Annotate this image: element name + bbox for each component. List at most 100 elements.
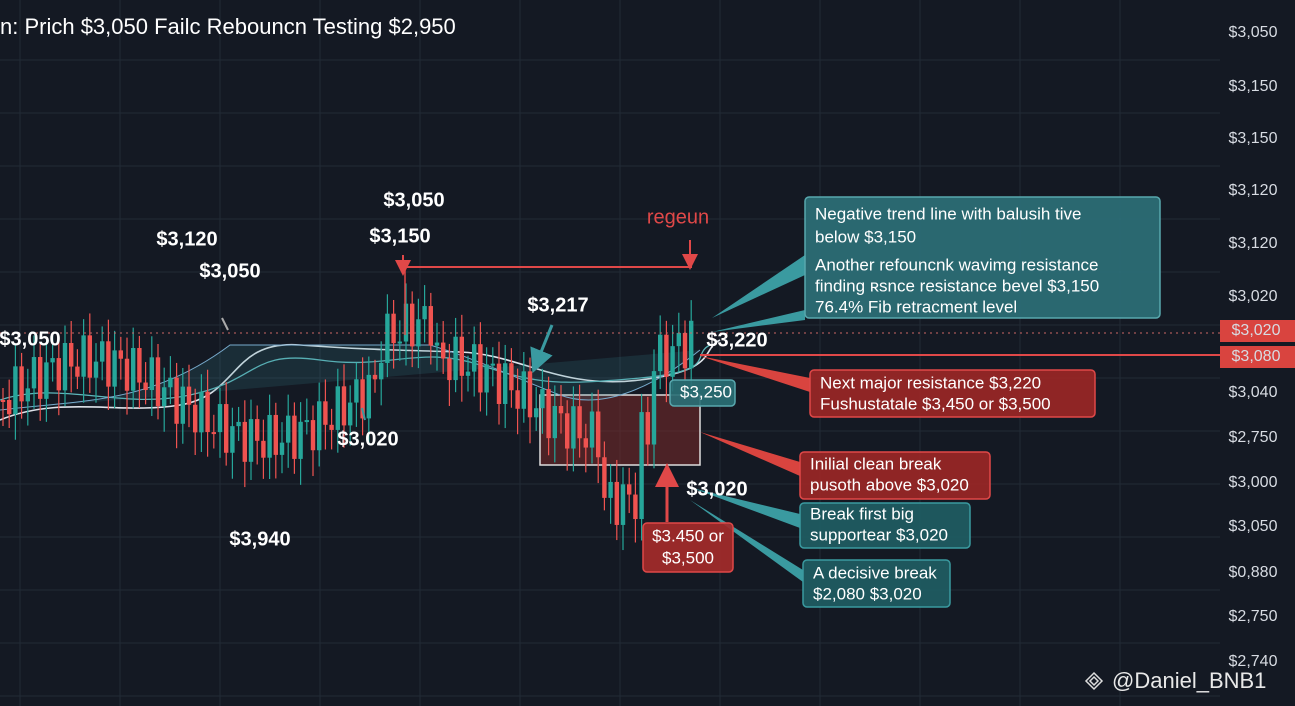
candle bbox=[131, 347, 136, 391]
callout-text: Fushustatale $3,450 or $3,500 bbox=[820, 394, 1051, 413]
candle bbox=[310, 420, 316, 451]
axis-label: $3,120 bbox=[1229, 235, 1278, 252]
candle bbox=[490, 363, 495, 366]
candle bbox=[410, 303, 415, 347]
candle bbox=[633, 494, 638, 520]
candle bbox=[608, 481, 613, 498]
axis-label: $3,020 bbox=[1229, 288, 1278, 305]
axis-label: $3,040 bbox=[1229, 384, 1278, 401]
callout-box bbox=[642, 522, 734, 573]
arrow bbox=[692, 488, 800, 528]
price-label: $3,940 bbox=[229, 528, 290, 550]
candle bbox=[211, 432, 216, 435]
candle bbox=[267, 414, 272, 458]
axis-label: $3,150 bbox=[1229, 78, 1278, 95]
axis-label: $3,120 bbox=[1229, 182, 1278, 199]
price-label: $3,050 bbox=[0, 328, 61, 350]
callout-box bbox=[809, 369, 1096, 418]
candle bbox=[627, 484, 632, 495]
candle bbox=[441, 342, 446, 359]
price-label: $3,050 bbox=[383, 189, 444, 211]
price-tag-bg bbox=[1220, 320, 1295, 342]
arrow bbox=[712, 255, 805, 318]
candle bbox=[515, 390, 520, 409]
candle bbox=[372, 374, 378, 380]
candle bbox=[13, 366, 18, 415]
logo bbox=[1084, 671, 1104, 691]
callouts: Negative trend line with balusih tive bel… bbox=[642, 196, 1161, 608]
candle bbox=[286, 415, 291, 443]
candle bbox=[664, 334, 669, 377]
candle bbox=[670, 346, 675, 377]
candle bbox=[38, 357, 43, 399]
candle bbox=[31, 357, 37, 389]
callout-text: pusoth above $3,020 bbox=[810, 475, 969, 494]
price-label: $3,220 bbox=[706, 329, 767, 351]
candle bbox=[69, 342, 74, 367]
candle bbox=[292, 415, 297, 459]
candle bbox=[645, 412, 650, 445]
candle bbox=[602, 457, 607, 498]
candle bbox=[248, 419, 254, 462]
candle bbox=[317, 401, 322, 451]
arrow bbox=[361, 407, 366, 421]
candle bbox=[242, 421, 247, 462]
candle bbox=[236, 421, 241, 427]
candle bbox=[162, 387, 167, 407]
candle bbox=[329, 424, 334, 430]
candle bbox=[7, 400, 12, 415]
candle bbox=[124, 358, 130, 391]
price-tag: $3,020 bbox=[1232, 322, 1281, 339]
candle bbox=[149, 357, 154, 391]
callout-text: below $3,150 bbox=[815, 227, 916, 246]
candle bbox=[335, 386, 340, 430]
candle bbox=[397, 341, 402, 344]
watermark-text: @Daniel_BNB1 bbox=[1112, 668, 1266, 693]
price-label: $3,217 bbox=[527, 294, 588, 316]
price-tag: $3,080 bbox=[1232, 348, 1281, 365]
candle bbox=[348, 402, 353, 426]
candle bbox=[25, 388, 30, 402]
candle bbox=[341, 386, 347, 426]
candle bbox=[689, 320, 694, 369]
candle bbox=[273, 414, 278, 455]
candle bbox=[137, 347, 142, 383]
candle bbox=[571, 406, 576, 449]
candle bbox=[75, 366, 80, 377]
callout-box bbox=[799, 502, 971, 549]
callout-box bbox=[799, 451, 991, 500]
candle bbox=[447, 358, 452, 381]
candle bbox=[620, 484, 626, 525]
candle bbox=[614, 481, 619, 525]
callout-text: finding ʀsnce resistance bevel $3,150 bbox=[815, 276, 1099, 295]
candle bbox=[205, 391, 210, 433]
candle bbox=[112, 350, 117, 387]
axis-label: $3,150 bbox=[1229, 130, 1278, 147]
candle bbox=[496, 363, 502, 404]
callout-text: $3.450 or bbox=[652, 526, 724, 545]
candle bbox=[93, 361, 99, 378]
candle bbox=[484, 364, 489, 393]
candle bbox=[255, 419, 260, 441]
candle bbox=[106, 341, 111, 387]
candle bbox=[589, 411, 595, 448]
candle bbox=[186, 386, 192, 405]
marker-label: regeun bbox=[647, 206, 709, 228]
candle bbox=[304, 420, 309, 423]
axis-label: $2,750 bbox=[1229, 429, 1278, 446]
price-label: $3,020 bbox=[337, 428, 398, 450]
candle bbox=[546, 389, 551, 439]
candle bbox=[56, 358, 61, 391]
candle bbox=[422, 306, 427, 320]
candle bbox=[509, 363, 514, 391]
candle bbox=[366, 374, 371, 419]
arrow bbox=[712, 310, 805, 332]
candle bbox=[224, 404, 229, 453]
candle bbox=[391, 313, 396, 344]
candle bbox=[50, 358, 55, 363]
arrow bbox=[700, 356, 810, 392]
price-tag-bg bbox=[1220, 346, 1295, 368]
candle bbox=[180, 386, 185, 424]
candle bbox=[360, 379, 365, 419]
callout-text: A decisive break bbox=[813, 563, 937, 582]
